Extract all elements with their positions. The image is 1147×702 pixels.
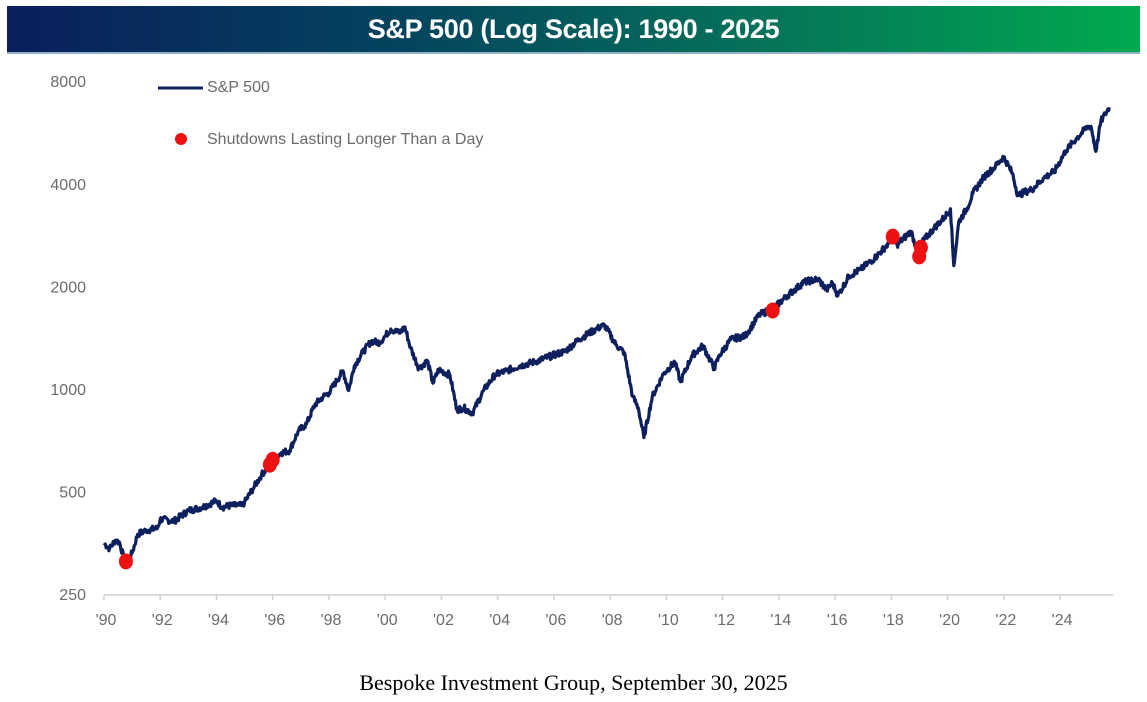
y-tick-label: 8000 xyxy=(50,74,86,91)
shutdown-point xyxy=(913,239,928,256)
x-tick-label: '24 xyxy=(1052,612,1073,629)
x-tick-label: '20 xyxy=(939,612,960,629)
x-tick-label: '22 xyxy=(995,612,1016,629)
x-tick-label: '10 xyxy=(658,612,679,629)
x-tick-label: '14 xyxy=(770,612,791,629)
x-tick-label: '12 xyxy=(714,612,735,629)
legend: S&P 500 Shutdowns Lasting Longer Than a … xyxy=(158,79,483,148)
x-tick-label: '18 xyxy=(883,612,904,629)
series-points xyxy=(118,228,928,570)
x-tick-label: '94 xyxy=(208,612,229,629)
y-tick-label: 500 xyxy=(59,485,86,502)
x-tick-label: '92 xyxy=(152,612,173,629)
x-axis: '90 '92 '94 '96 '98 '00 '02 '04 '06 '08 '10 '12 '14 '… xyxy=(96,594,1114,629)
x-tick-label: '04 xyxy=(489,612,510,629)
source-footer: Bespoke Investment Group, September 30, … xyxy=(359,670,788,695)
shutdown-point xyxy=(265,451,280,468)
x-tick-label: '00 xyxy=(377,612,398,629)
y-axis: 8000 4000 2000 1000 500 250 xyxy=(50,74,86,604)
shutdown-point xyxy=(885,228,900,245)
x-tick-label: '96 xyxy=(264,612,285,629)
x-tick-label: '16 xyxy=(827,612,848,629)
y-tick-label: 250 xyxy=(59,587,86,604)
legend-dot-swatch xyxy=(175,133,187,145)
chart-plot: 8000 4000 2000 1000 500 250 '90 '92 '94 '96 '98 '0… xyxy=(50,74,1114,629)
chart-title-bar: S&P 500 (Log Scale): 1990 - 2025 xyxy=(7,6,1140,54)
series-lines xyxy=(102,107,1111,565)
y-tick-label: 1000 xyxy=(50,382,86,399)
y-tick-label: 2000 xyxy=(50,279,86,296)
chart-title: S&P 500 (Log Scale): 1990 - 2025 xyxy=(367,13,780,44)
legend-label-shutdowns: Shutdowns Lasting Longer Than a Day xyxy=(207,131,483,148)
y-tick-label: 4000 xyxy=(50,177,86,194)
x-tick-label: '06 xyxy=(545,612,566,629)
legend-label-sp500: S&P 500 xyxy=(207,79,270,96)
x-tick-label: '98 xyxy=(321,612,342,629)
shutdown-point xyxy=(765,302,780,319)
x-tick-label: '08 xyxy=(602,612,623,629)
x-tick-label: '90 xyxy=(96,612,117,629)
x-tick-label: '02 xyxy=(433,612,454,629)
shutdown-point xyxy=(118,553,133,570)
sp500-line xyxy=(102,107,1111,565)
